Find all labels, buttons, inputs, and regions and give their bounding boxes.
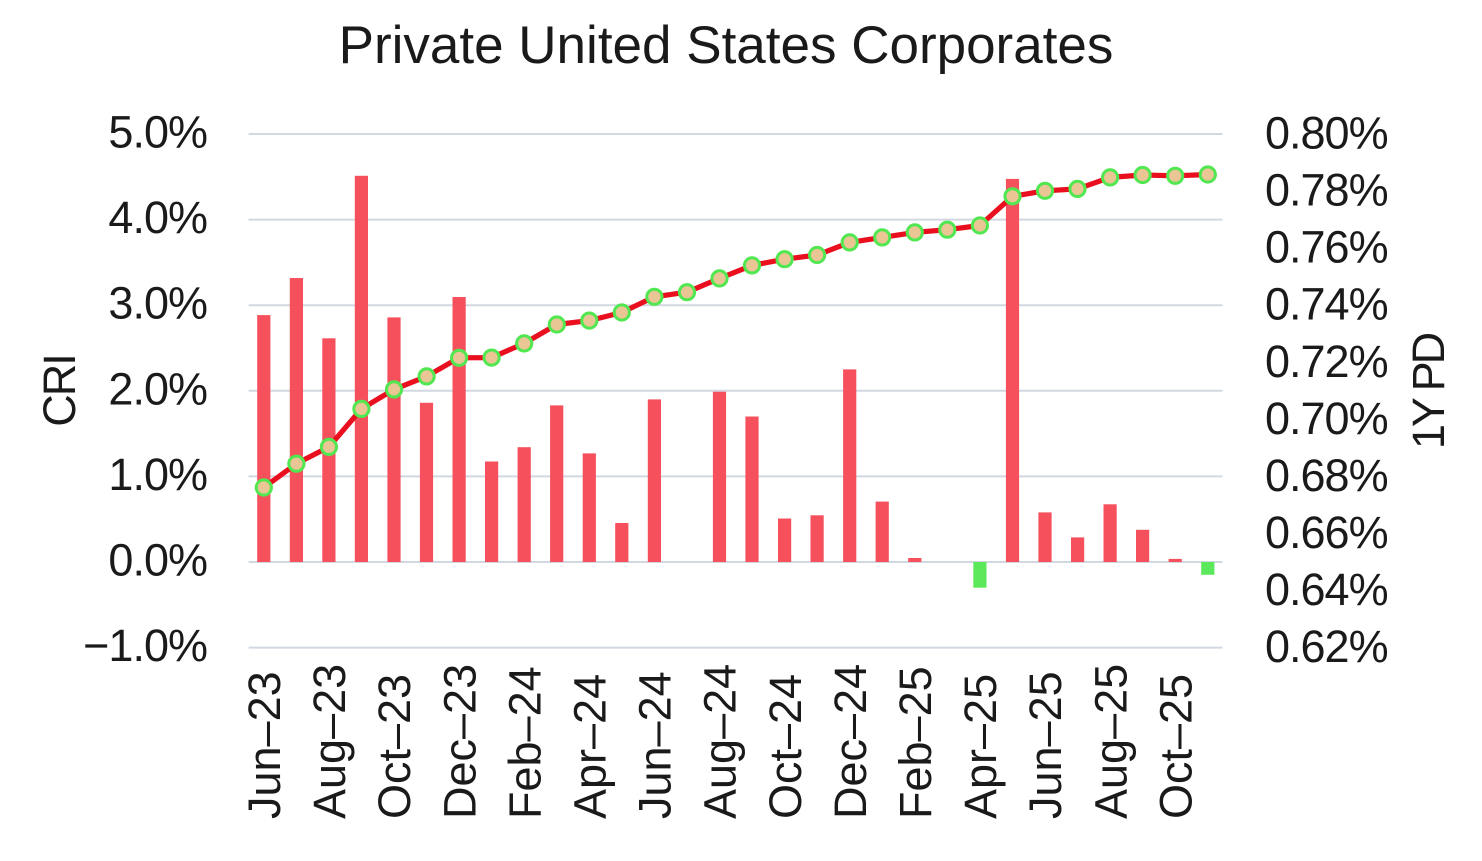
svg-text:Apr–25: Apr–25 [955,674,1006,819]
svg-text:Private United States Corporat: Private United States Corporates [339,16,1114,75]
svg-text:Dec–24: Dec–24 [825,664,876,819]
svg-text:1Y PD: 1Y PD [1403,333,1454,449]
svg-text:−1.0%: −1.0% [83,620,207,671]
svg-text:Aug–25: Aug–25 [1085,664,1136,819]
svg-text:Dec–23: Dec–23 [434,664,485,819]
svg-text:5.0%: 5.0% [108,107,207,158]
svg-text:0.66%: 0.66% [1265,507,1388,558]
svg-text:2.0%: 2.0% [108,363,207,414]
svg-text:Feb–24: Feb–24 [499,666,550,819]
svg-text:0.70%: 0.70% [1265,393,1388,444]
svg-text:Aug–23: Aug–23 [304,664,355,819]
svg-text:Oct–24: Oct–24 [760,674,811,819]
svg-text:4.0%: 4.0% [108,192,207,243]
svg-text:CRI: CRI [34,355,85,427]
svg-text:Apr–24: Apr–24 [565,674,616,819]
svg-text:Jun–23: Jun–23 [239,671,290,819]
svg-text:3.0%: 3.0% [108,278,207,329]
svg-text:Feb–25: Feb–25 [890,666,941,819]
svg-text:1.0%: 1.0% [108,449,207,500]
svg-text:0.80%: 0.80% [1265,108,1388,159]
svg-text:0.72%: 0.72% [1265,336,1388,387]
svg-text:0.78%: 0.78% [1265,165,1388,216]
svg-text:0.74%: 0.74% [1265,279,1388,330]
svg-text:0.68%: 0.68% [1265,450,1388,501]
svg-text:0.76%: 0.76% [1265,222,1388,273]
svg-text:Jun–24: Jun–24 [630,671,681,819]
svg-text:Aug–24: Aug–24 [695,664,746,819]
svg-text:0.0%: 0.0% [108,535,207,586]
svg-text:0.62%: 0.62% [1265,621,1388,672]
svg-text:Oct–25: Oct–25 [1150,674,1201,819]
svg-text:0.64%: 0.64% [1265,564,1388,615]
svg-text:Jun–25: Jun–25 [1020,671,1071,819]
svg-text:Oct–23: Oct–23 [369,674,420,819]
